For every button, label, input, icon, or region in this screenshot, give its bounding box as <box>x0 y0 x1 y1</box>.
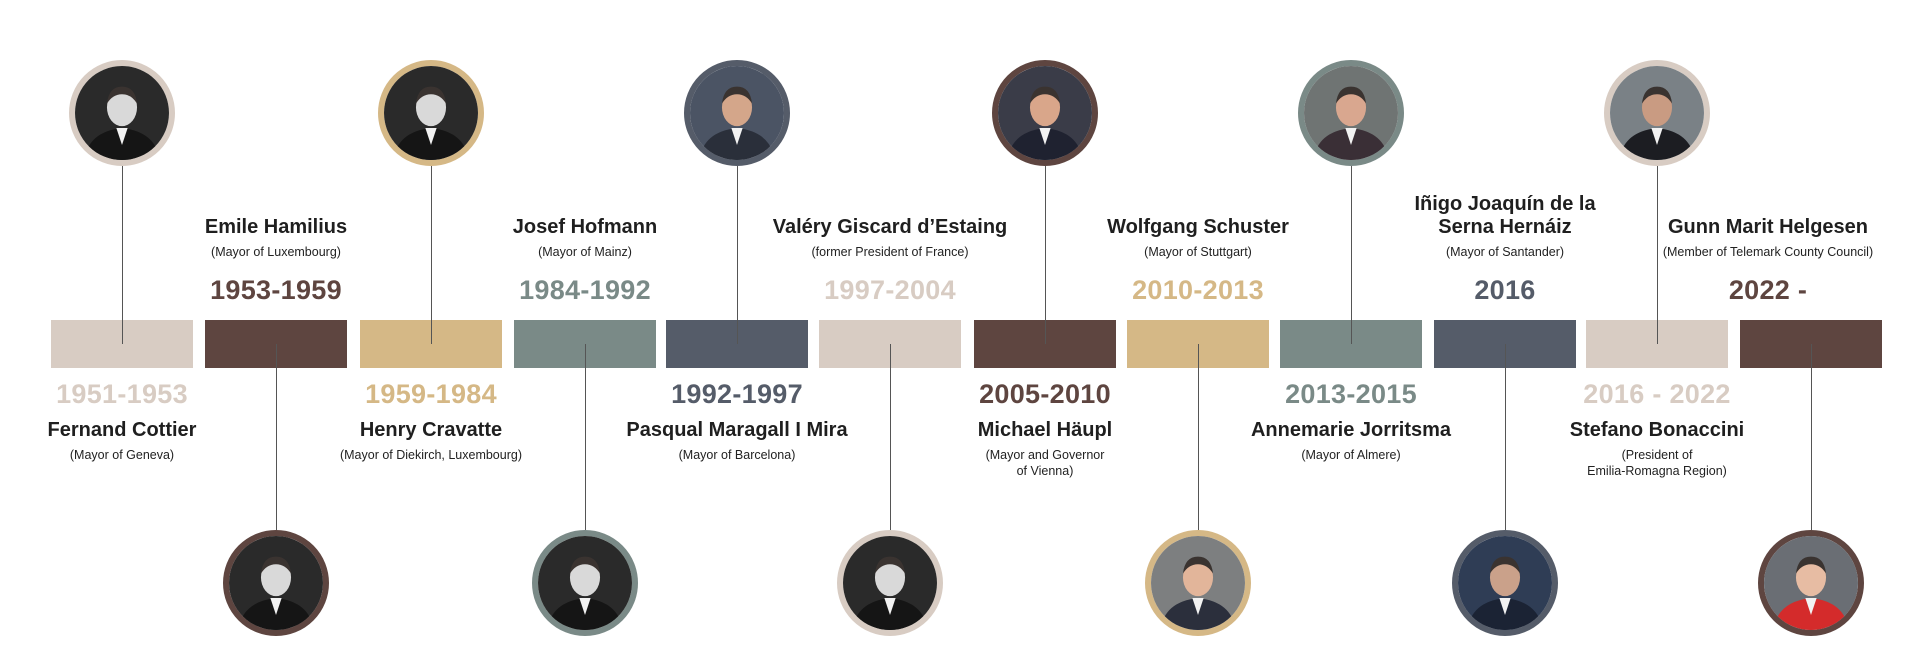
connector-line <box>585 344 586 530</box>
term-years: 1997-2004 <box>824 275 956 305</box>
connector-line <box>1657 166 1658 344</box>
timeline-entry-info: Valéry Giscard d’Estaing (former Presiden… <box>740 216 1040 306</box>
term-years: 1951-1953 <box>56 379 188 409</box>
timeline-entry-info: 1959-1984 Henry Cravatte (Mayor of Diekirc… <box>281 378 581 463</box>
timeline-entry-info: 2016 - 2022 Stefano Bonaccini (President o… <box>1507 378 1807 479</box>
portrait-emile-hamilius <box>223 530 329 636</box>
portrait-henry-cravatte <box>378 60 484 166</box>
portrait-stefano-bonaccini <box>1604 60 1710 166</box>
person-name: Michael Häupl <box>977 419 1113 441</box>
timeline-entry-info: 2005-2010 Michael Häupl (Mayor and Governo… <box>895 378 1195 479</box>
person-role: (Mayor of Barcelona) <box>678 448 796 462</box>
term-years: 2013-2015 <box>1285 379 1417 409</box>
connector-line <box>1811 344 1812 530</box>
portrait-josef-hofmann <box>532 530 638 636</box>
person-role: (President of Emilia-Romagna Region) <box>1587 448 1727 478</box>
person-name: Henry Cravatte <box>359 419 503 441</box>
portrait-annemarie-jorritsma <box>1298 60 1404 166</box>
term-years: 2016 <box>1474 275 1536 305</box>
timeline-entry-info: 1951-1953 Fernand Cottier (Mayor of Geneva… <box>0 378 272 463</box>
term-years: 2016 - 2022 <box>1583 379 1731 409</box>
person-role: (Mayor of Stuttgart) <box>1144 245 1252 259</box>
term-years: 2005-2010 <box>979 379 1111 409</box>
term-years: 1959-1984 <box>365 379 497 409</box>
person-role: (Member of Telemark County Council) <box>1662 245 1874 259</box>
timeline-entry-info: Gunn Marit Helgesen (Member of Telemark C… <box>1618 216 1918 306</box>
portrait-fernand-cottier <box>69 60 175 166</box>
portrait-michael-haupl <box>992 60 1098 166</box>
portrait-gunn-marit-helgesen <box>1758 530 1864 636</box>
timeline-entry-info: Josef Hofmann (Mayor of Mainz) 1984-1992 <box>435 216 735 306</box>
timeline-entry-info: Wolfgang Schuster (Mayor of Stuttgart) 201… <box>1048 216 1348 306</box>
term-years: 2010-2013 <box>1132 275 1264 305</box>
timeline-entry-info: 1992-1997 Pasqual Maragall I Mira (Mayor o… <box>587 378 887 463</box>
person-role: (Mayor of Mainz) <box>538 245 632 259</box>
term-years: 1953-1959 <box>210 275 342 305</box>
timeline-entry-info: Iñigo Joaquín de la Serna Hernáiz (Mayor … <box>1355 193 1655 306</box>
person-name: Emile Hamilius <box>204 216 348 238</box>
timeline-entry-info: 2013-2015 Annemarie Jorritsma (Mayor of Al… <box>1201 378 1501 463</box>
term-years: 1984-1992 <box>519 275 651 305</box>
connector-line <box>1198 344 1199 530</box>
portrait-inigo-de-la-serna <box>1452 530 1558 636</box>
person-role: (Mayor and Governor of Vienna) <box>985 448 1105 478</box>
connector-line <box>1351 166 1352 344</box>
person-name: Gunn Marit Helgesen <box>1667 216 1869 238</box>
connector-line <box>1045 166 1046 344</box>
connector-line <box>276 344 277 530</box>
connector-line <box>1505 344 1506 530</box>
connector-line <box>737 166 738 344</box>
person-name: Valéry Giscard d’Estaing <box>772 216 1008 238</box>
person-name: Fernand Cottier <box>47 419 197 441</box>
person-name: Pasqual Maragall I Mira <box>626 419 848 441</box>
term-years: 1992-1997 <box>671 379 803 409</box>
timeline-entry-info: Emile Hamilius (Mayor of Luxembourg) 1953-… <box>126 216 426 306</box>
person-name: Wolfgang Schuster <box>1107 216 1289 238</box>
connector-line <box>431 166 432 344</box>
person-name: Annemarie Jorritsma <box>1250 419 1452 441</box>
person-name: Josef Hofmann <box>512 216 658 238</box>
portrait-pasqual-maragall <box>684 60 790 166</box>
connector-line <box>890 344 891 530</box>
person-role: (Mayor of Diekirch, Luxembourg) <box>339 448 522 462</box>
person-role: (Mayor of Luxembourg) <box>211 245 341 259</box>
portrait-valery-giscard <box>837 530 943 636</box>
connector-line <box>122 166 123 344</box>
person-name: Iñigo Joaquín de la Serna Hernáiz <box>1414 193 1596 238</box>
person-role: (Mayor of Geneva) <box>69 448 175 462</box>
term-years: 2022 - <box>1728 275 1808 305</box>
person-role: (Mayor of Santander) <box>1445 245 1565 259</box>
person-role: (former President of France) <box>811 245 969 259</box>
person-role: (Mayor of Almere) <box>1301 448 1401 462</box>
portrait-wolfgang-schuster <box>1145 530 1251 636</box>
person-name: Stefano Bonaccini <box>1569 419 1745 441</box>
